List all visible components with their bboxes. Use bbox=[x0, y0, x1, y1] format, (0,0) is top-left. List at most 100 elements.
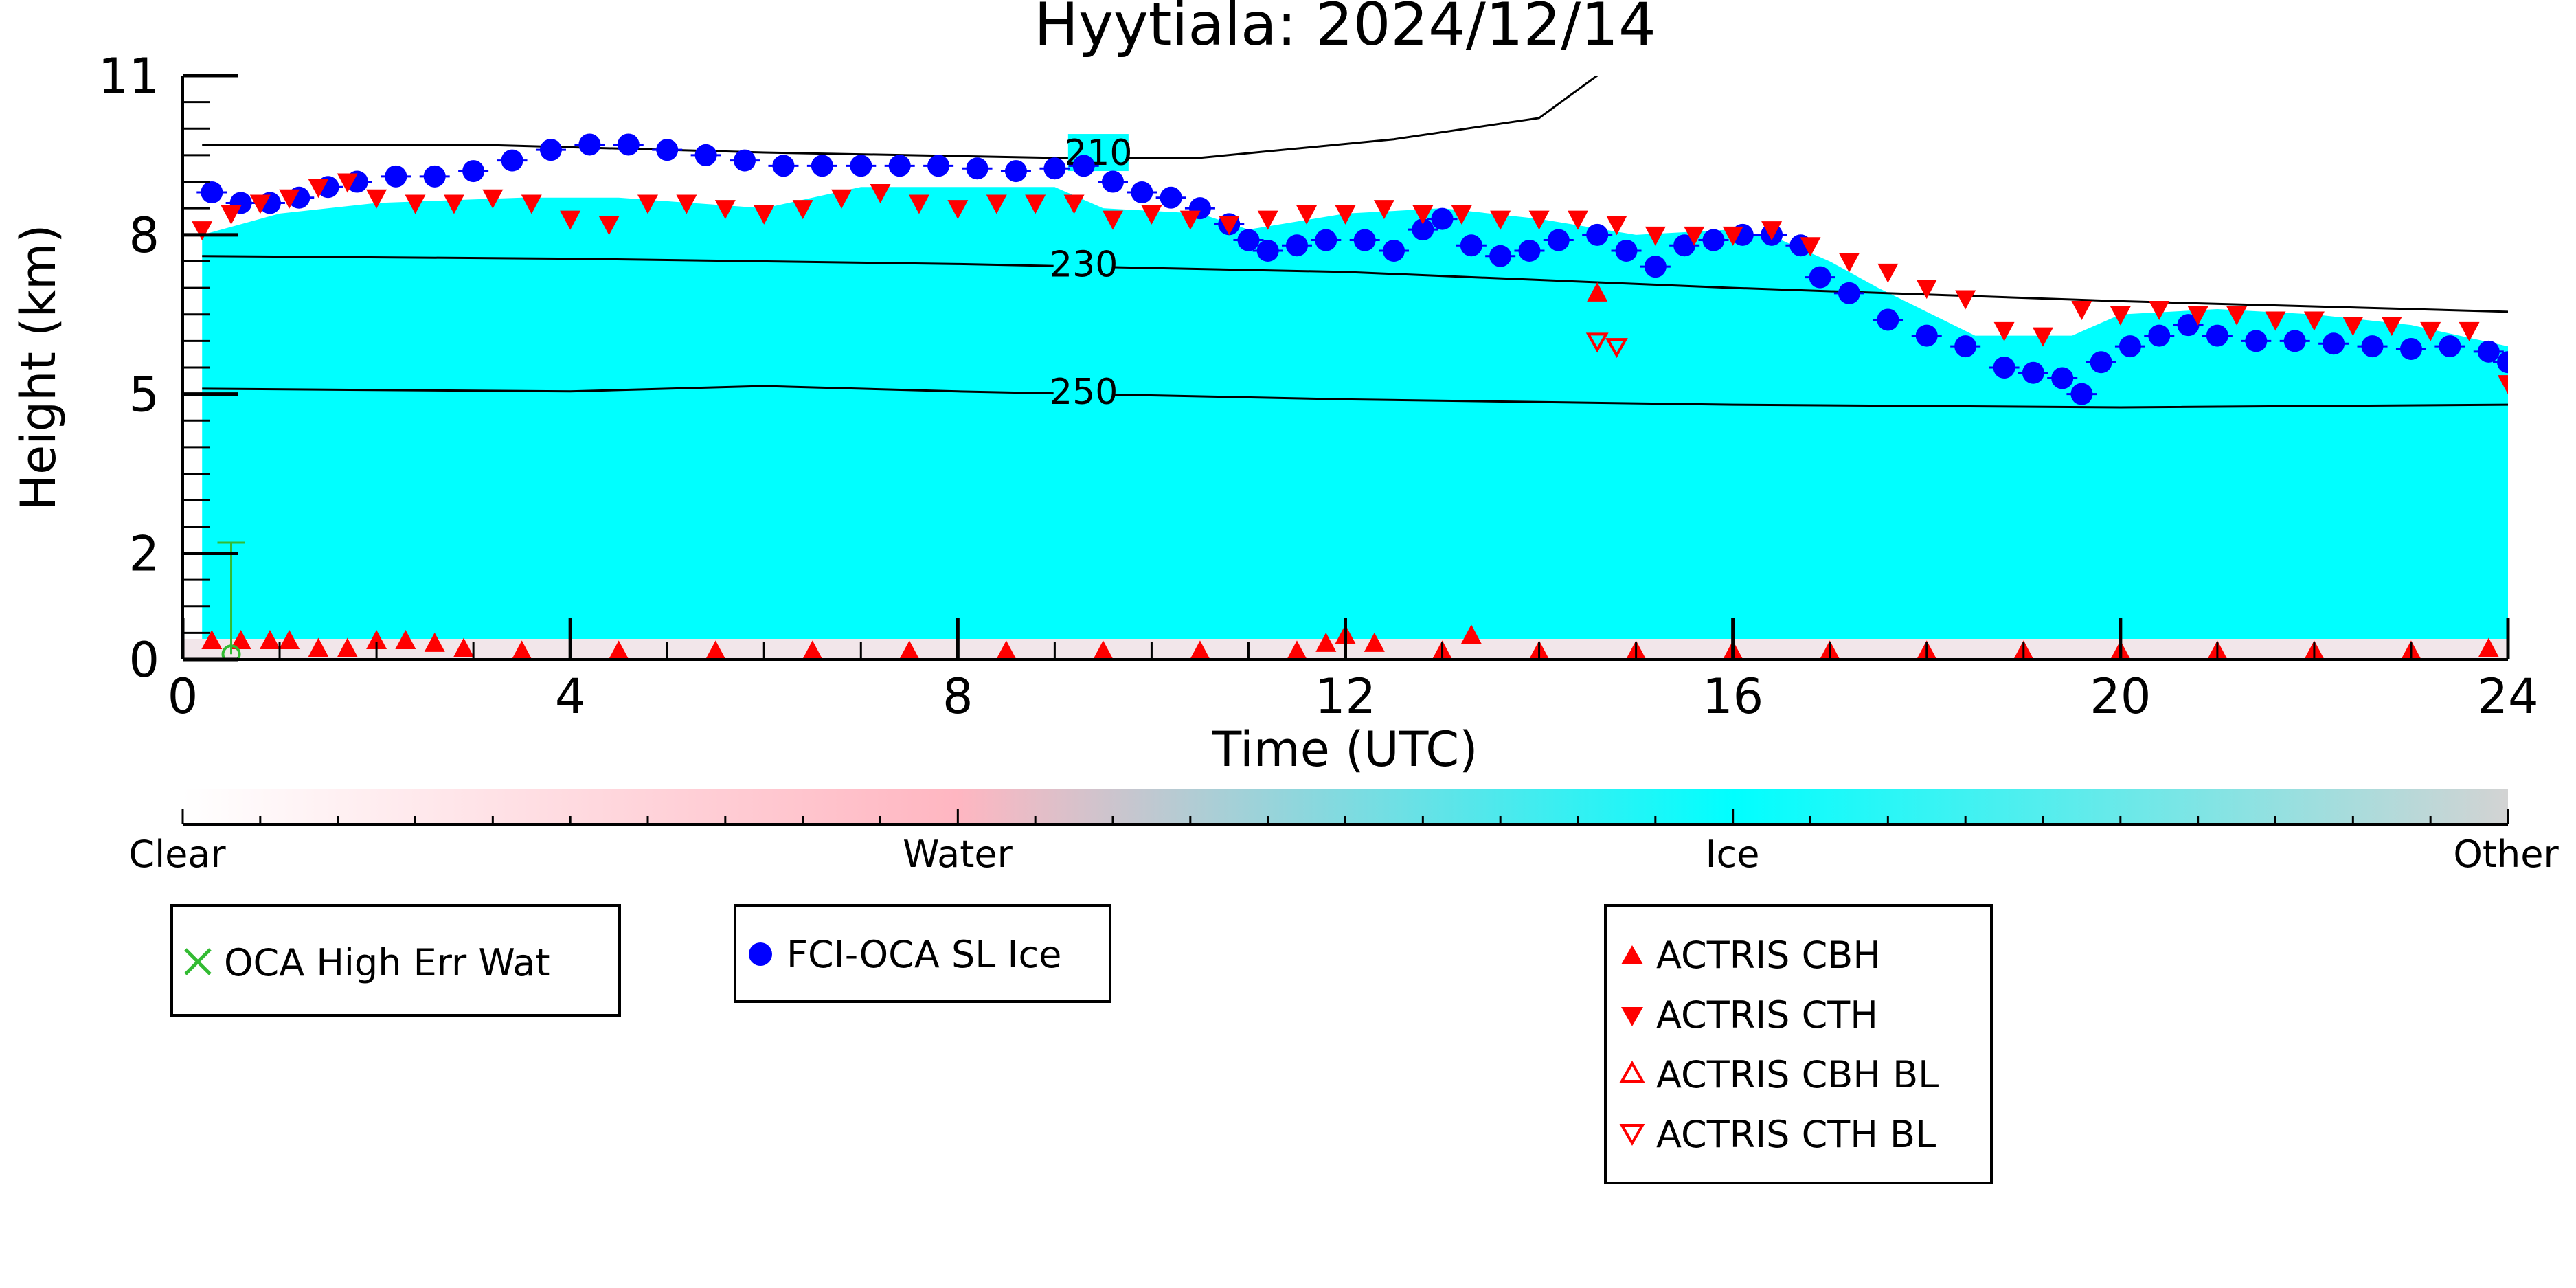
actris-cth-point bbox=[714, 200, 736, 220]
actris-cbh-point bbox=[201, 629, 223, 649]
series-oca-high-err-wat bbox=[217, 541, 245, 659]
blue-circle-marker-icon bbox=[749, 942, 772, 966]
fci-oca-sl-ice-point bbox=[2090, 351, 2112, 374]
actris-cth-point bbox=[1103, 210, 1123, 230]
fci-oca-sl-ice-point bbox=[1072, 155, 1095, 177]
actris-cth-point bbox=[2381, 317, 2402, 337]
actris-cth-point bbox=[2342, 317, 2364, 337]
fci-oca-sl-ice-point bbox=[1004, 160, 1027, 183]
legend-oca: OCA High Err Wat bbox=[170, 904, 621, 1017]
actris-cth-point bbox=[1025, 194, 1046, 214]
actris-cth-point bbox=[1568, 210, 1588, 230]
fci-oca-sl-ice-point bbox=[1102, 170, 1124, 193]
actris-cbh-point bbox=[1460, 624, 1482, 644]
actris-cth-point bbox=[870, 184, 891, 203]
actris-cth-point bbox=[1993, 321, 2015, 341]
fci-oca-sl-ice-point bbox=[2119, 335, 2141, 358]
contour-line-250 bbox=[202, 385, 2508, 409]
actris-cth-point bbox=[2110, 306, 2131, 326]
fci-oca-sl-ice-point bbox=[734, 149, 756, 172]
colorbar-ticks bbox=[181, 809, 2509, 824]
actris-cth-bl-point bbox=[1605, 338, 1628, 359]
actris-cth-point bbox=[1684, 226, 1705, 246]
y-axis-label: Height (km) bbox=[10, 225, 67, 511]
x-tick-label: 4 bbox=[555, 668, 586, 725]
fci-oca-sl-ice-point bbox=[2361, 335, 2384, 358]
fci-oca-sl-ice-point bbox=[1547, 229, 1570, 251]
actris-cth-point bbox=[676, 194, 697, 214]
legend-box bbox=[1604, 904, 1993, 1184]
fci-oca-sl-ice-point bbox=[2177, 314, 2200, 337]
actris-cth-point bbox=[598, 216, 620, 236]
legend-actris: ACTRIS CBH ACTRIS CTH ACTRIS CBH BL ACTR… bbox=[1604, 904, 1993, 1184]
series-actris-cth bbox=[192, 173, 2508, 395]
actris-cth-point bbox=[637, 194, 658, 214]
y-tick-label: 2 bbox=[128, 526, 159, 582]
y-tick-label: 11 bbox=[98, 48, 159, 104]
actris-cth-point bbox=[2265, 311, 2286, 331]
x-tick-label: 16 bbox=[1702, 668, 1763, 725]
y-tick-label: 5 bbox=[128, 367, 159, 423]
actris-cth-point bbox=[560, 210, 581, 230]
actris-cbh-point bbox=[230, 629, 251, 649]
actris-cbh-point bbox=[511, 640, 532, 659]
fci-oca-sl-ice-point bbox=[1518, 240, 1541, 262]
actris-cbh-point bbox=[424, 632, 445, 652]
actris-cth-point bbox=[2226, 306, 2248, 326]
actris-cth-point bbox=[1141, 205, 1162, 225]
fci-oca-sl-ice-point bbox=[1877, 308, 1899, 331]
fci-oca-sl-ice-point bbox=[617, 133, 640, 156]
actris-cth-point bbox=[1490, 210, 1511, 230]
fci-oca-sl-ice-point bbox=[539, 139, 562, 161]
colorbar: Clear Water Ice Other bbox=[128, 789, 2559, 876]
legend-entry-actris-cth: ACTRIS CTH bbox=[1656, 993, 1878, 1037]
actris-cth-point bbox=[366, 189, 387, 209]
fci-oca-sl-ice-point bbox=[1131, 181, 1153, 203]
actris-cth-point bbox=[754, 205, 775, 225]
actris-cbh-point bbox=[2478, 637, 2499, 657]
x-tick-label: 0 bbox=[168, 668, 199, 725]
fci-oca-sl-ice-point bbox=[1431, 207, 1454, 230]
axes: 0 4 8 12 16 20 24 0 2 5 8 11 bbox=[98, 48, 2539, 725]
actris-cth-point bbox=[792, 200, 813, 220]
fci-oca-sl-ice-point bbox=[1673, 234, 1696, 257]
x-marker-icon bbox=[184, 948, 212, 975]
fci-oca-sl-ice-point bbox=[1954, 335, 1977, 358]
x-axis-label: Time (UTC) bbox=[1212, 721, 1478, 778]
fci-oca-sl-ice-point bbox=[1838, 282, 1860, 304]
series-fci-oca-sl-ice bbox=[196, 133, 2508, 405]
fci-oca-sl-ice-point bbox=[1460, 234, 1482, 257]
contour-label-230: 230 bbox=[1050, 244, 1118, 285]
colorbar-label-other: Other bbox=[2453, 833, 2559, 876]
actris-cbh-point bbox=[279, 629, 300, 649]
actris-cth-point bbox=[831, 189, 852, 209]
fci-oca-sl-ice-point bbox=[1285, 234, 1308, 257]
actris-cth-point bbox=[1916, 280, 1937, 300]
fci-oca-sl-ice-point bbox=[462, 160, 485, 183]
actris-cth-point bbox=[1257, 210, 1278, 230]
actris-cth-point bbox=[1722, 226, 1743, 246]
actris-cth-point bbox=[1955, 290, 1976, 310]
fci-oca-sl-ice-point bbox=[1615, 240, 1638, 262]
x-tick-label: 12 bbox=[1315, 668, 1376, 725]
legend-entry-actris-cbh: ACTRIS CBH bbox=[1656, 934, 1881, 977]
colorbar-label-water: Water bbox=[903, 833, 1013, 876]
actris-cth-point bbox=[1179, 210, 1201, 230]
actris-cth-point bbox=[1335, 205, 1356, 225]
legend-entry-actris-cth-bl: ACTRIS CTH BL bbox=[1656, 1113, 1936, 1156]
actris-cth-point bbox=[1219, 216, 1240, 236]
fci-oca-sl-ice-point bbox=[927, 155, 950, 177]
fci-oca-sl-ice-point bbox=[1489, 245, 1512, 267]
oca-high-err-wat-point bbox=[221, 644, 241, 659]
fci-oca-sl-ice-point bbox=[1915, 324, 1938, 347]
actris-cbh-point bbox=[1190, 640, 1210, 659]
actris-cth-point bbox=[1296, 205, 1318, 225]
contour-label-bg bbox=[1053, 372, 1114, 410]
actris-cbh-point bbox=[1287, 640, 1307, 659]
actris-cth-point bbox=[192, 221, 213, 241]
fci-oca-sl-ice-point bbox=[2399, 337, 2422, 360]
fci-oca-sl-ice-point bbox=[578, 133, 601, 156]
contour-label-bg bbox=[1053, 245, 1114, 283]
